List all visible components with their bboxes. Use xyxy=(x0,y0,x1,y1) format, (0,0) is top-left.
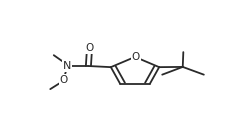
Text: O: O xyxy=(60,75,68,85)
Text: O: O xyxy=(132,52,140,62)
Text: N: N xyxy=(63,61,71,71)
Text: O: O xyxy=(85,43,93,53)
